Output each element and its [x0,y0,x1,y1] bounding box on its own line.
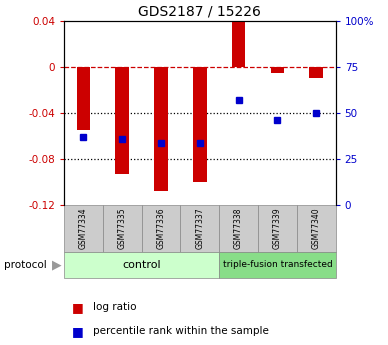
Text: protocol: protocol [4,260,47,270]
Text: triple-fusion transfected: triple-fusion transfected [223,260,332,269]
Text: percentile rank within the sample: percentile rank within the sample [93,326,269,336]
Text: ▶: ▶ [52,258,62,272]
Bar [154,67,168,191]
FancyBboxPatch shape [219,205,258,252]
Text: log ratio: log ratio [93,302,137,312]
FancyBboxPatch shape [103,205,142,252]
Bar [310,67,323,78]
Text: GSM77334: GSM77334 [79,208,88,249]
FancyBboxPatch shape [258,205,297,252]
Bar [76,67,90,130]
Text: ■: ■ [72,325,83,338]
Text: GSM77335: GSM77335 [118,208,127,249]
Title: GDS2187 / 15226: GDS2187 / 15226 [139,4,261,18]
Text: GSM77336: GSM77336 [156,208,166,249]
Text: GSM77340: GSM77340 [312,208,321,249]
Bar [271,67,284,72]
FancyBboxPatch shape [180,205,219,252]
Text: GSM77339: GSM77339 [273,208,282,249]
FancyBboxPatch shape [142,205,180,252]
Text: ■: ■ [72,300,83,314]
FancyBboxPatch shape [64,205,103,252]
FancyBboxPatch shape [297,205,336,252]
FancyBboxPatch shape [64,252,219,278]
Text: GSM77337: GSM77337 [195,208,204,249]
Text: GSM77338: GSM77338 [234,208,243,249]
Text: control: control [122,260,161,270]
Bar [193,67,207,182]
Bar [116,67,129,174]
FancyBboxPatch shape [219,252,336,278]
Bar [232,21,246,67]
